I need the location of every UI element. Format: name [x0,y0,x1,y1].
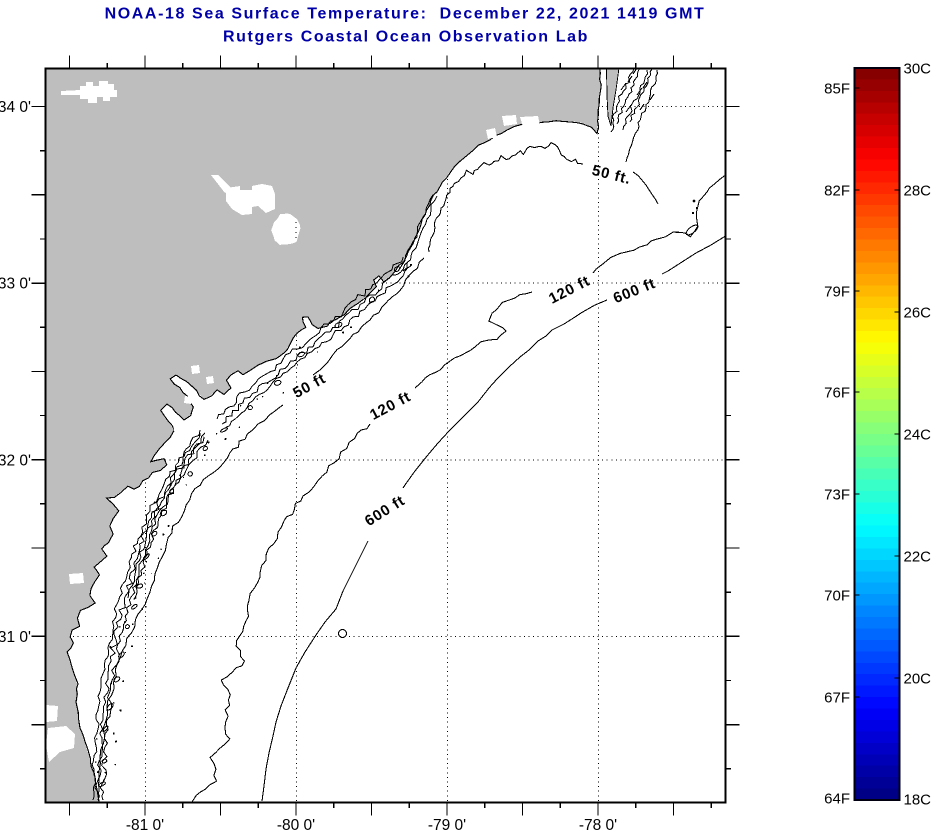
svg-text:73F: 73F [824,486,850,503]
svg-text:-78 0': -78 0' [579,817,617,832]
svg-text:31 0': 31 0' [0,629,31,646]
svg-text:-80 0': -80 0' [277,817,315,832]
svg-text:70F: 70F [824,587,850,604]
svg-text:32 0': 32 0' [0,453,31,470]
svg-text:Rutgers Coastal Ocean Observat: Rutgers Coastal Ocean Observation Lab [223,29,589,46]
svg-text:NOAA-18 Sea Surface Temperatur: NOAA-18 Sea Surface Temperature: Decembe… [105,6,706,23]
svg-text:20C: 20C [904,670,932,687]
svg-text:33 0': 33 0' [0,276,31,293]
svg-text:76F: 76F [824,384,850,401]
svg-text:22C: 22C [904,548,932,565]
svg-text:24C: 24C [904,426,932,443]
svg-text:28C: 28C [904,182,932,199]
svg-text:34 0': 34 0' [0,99,31,116]
svg-text:85F: 85F [824,80,850,97]
svg-text:-79 0': -79 0' [428,817,466,832]
svg-text:-81 0': -81 0' [126,817,164,832]
svg-text:67F: 67F [824,689,850,706]
svg-text:82F: 82F [824,182,850,199]
svg-text:26C: 26C [904,304,932,321]
svg-text:79F: 79F [824,283,850,300]
svg-text:18C: 18C [904,791,932,808]
svg-text:64F: 64F [824,790,850,807]
svg-text:30C: 30C [904,60,932,77]
